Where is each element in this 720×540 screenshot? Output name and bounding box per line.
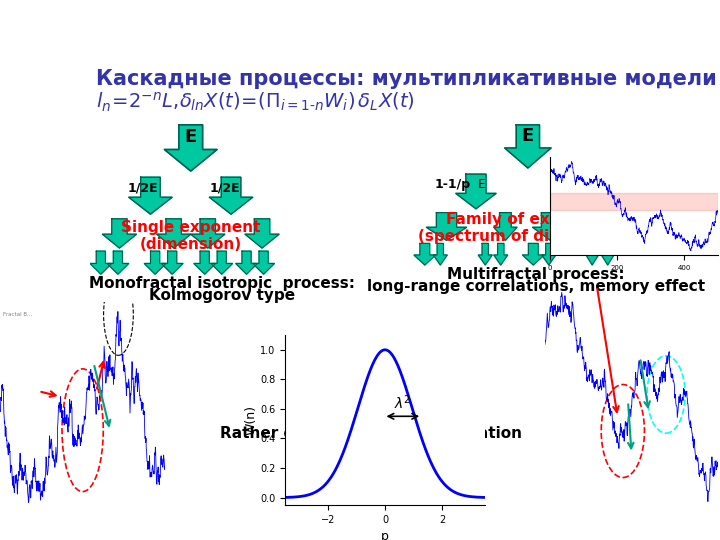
X-axis label: p: p <box>381 530 389 540</box>
Polygon shape <box>164 125 217 171</box>
Polygon shape <box>210 177 253 214</box>
Polygon shape <box>194 251 215 274</box>
Polygon shape <box>90 251 112 274</box>
Text: $l_n\!=\!2^{-n}L,$: $l_n\!=\!2^{-n}L,$ <box>96 90 179 113</box>
Polygon shape <box>586 244 598 265</box>
Polygon shape <box>144 251 166 274</box>
Text: Каскадные процессы: мультипликативные модели: Каскадные процессы: мультипликативные мо… <box>96 69 717 89</box>
Text: Multifractal process:: Multifractal process: <box>447 267 624 281</box>
Polygon shape <box>107 251 129 274</box>
Text: Monofractal isotropic  process:: Monofractal isotropic process: <box>89 276 355 291</box>
Polygon shape <box>129 177 172 214</box>
Bar <box>550 193 718 211</box>
Text: E: E <box>594 178 602 191</box>
Text: Fractal B...: Fractal B... <box>4 313 32 318</box>
Polygon shape <box>456 174 496 209</box>
Polygon shape <box>426 213 467 240</box>
Polygon shape <box>433 244 447 265</box>
Polygon shape <box>478 244 492 265</box>
Polygon shape <box>211 251 233 274</box>
Polygon shape <box>161 251 183 274</box>
Text: Rather considerable generalization: Rather considerable generalization <box>220 426 521 441</box>
Text: 1-1/p: 1-1/p <box>434 178 470 191</box>
Text: 1/p: 1/p <box>561 178 583 191</box>
Polygon shape <box>565 174 595 206</box>
Text: E: E <box>477 178 485 191</box>
Text: 1/2E: 1/2E <box>210 181 240 194</box>
Text: Family of exponent
(spectrum of dimensions): Family of exponent (spectrum of dimensio… <box>418 212 638 244</box>
Polygon shape <box>542 244 556 265</box>
Polygon shape <box>494 244 508 265</box>
Text: E: E <box>184 128 197 146</box>
Polygon shape <box>253 251 274 274</box>
Text: Single exponent
(dimension): Single exponent (dimension) <box>121 220 261 252</box>
Polygon shape <box>523 244 544 265</box>
Polygon shape <box>599 213 619 240</box>
Text: long-range correlations, memory effect: long-range correlations, memory effect <box>366 279 705 294</box>
Polygon shape <box>191 219 225 248</box>
Polygon shape <box>414 244 436 265</box>
Polygon shape <box>245 219 279 248</box>
Text: Kolmogorov type: Kolmogorov type <box>149 288 294 303</box>
Text: E: E <box>522 127 534 145</box>
Text: 1/2E: 1/2E <box>127 181 158 194</box>
Polygon shape <box>494 213 517 240</box>
Y-axis label: W(n): W(n) <box>244 405 257 435</box>
Polygon shape <box>157 219 191 248</box>
Polygon shape <box>601 244 614 265</box>
Text: $\delta_{ln}X(t)\!=\!(\Pi_{i=1\text{-}n}W_i)\,\delta_L X(t)$: $\delta_{ln}X(t)\!=\!(\Pi_{i=1\text{-}n}… <box>179 90 415 112</box>
Polygon shape <box>102 219 137 248</box>
Text: of fractal geometry: of fractal geometry <box>287 438 454 453</box>
Polygon shape <box>533 213 568 240</box>
Polygon shape <box>505 125 551 168</box>
Polygon shape <box>235 251 258 274</box>
Text: $\lambda^2$: $\lambda^2$ <box>394 393 410 412</box>
